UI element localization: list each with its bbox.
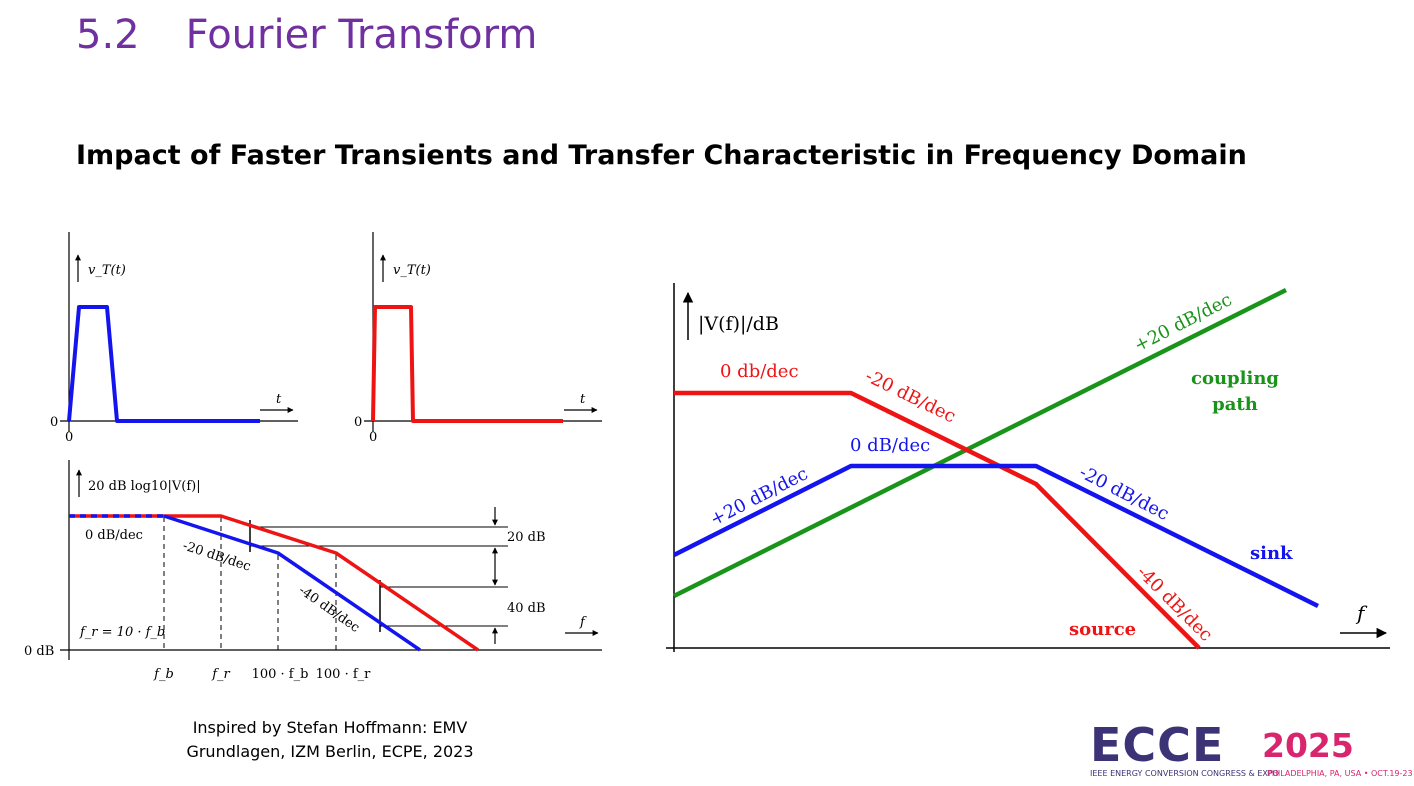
source-slope-flat: 0 db/dec — [720, 361, 799, 382]
bode-delta-40: 40 dB — [507, 601, 546, 616]
sink-slope-flat: 0 dB/dec — [850, 435, 930, 456]
coupling-plot: |V(f)|/dB f 0 db/dec -20 dB/dec -40 dB/d… — [666, 283, 1390, 652]
section-number: 5.2 — [76, 12, 140, 58]
bode-slope-40: -40 dB/dec — [296, 583, 362, 636]
bode-tick-fr: f_r — [211, 667, 230, 682]
bode-blue-curve — [163, 514, 421, 652]
coupling-path-line — [672, 287, 1288, 599]
pulse2-zero-x: 0 — [369, 430, 377, 445]
bode-xlabel: f — [579, 615, 587, 630]
coupling-ylabel: |V(f)|/dB — [698, 313, 779, 335]
slide-subtitle: Impact of Faster Transients and Transfer… — [76, 140, 1247, 171]
bode-red-curve — [69, 514, 479, 652]
bode-tick-100fb: 100 · f_b — [252, 667, 309, 682]
bode-relation: f_r = 10 · f_b — [79, 625, 165, 640]
pulse2-zero-y: 0 — [354, 415, 362, 430]
sink-slope-rise: +20 dB/dec — [707, 463, 812, 530]
source-slope-40: -40 dB/dec — [1132, 562, 1216, 646]
ecce-logo-word: ECCE — [1090, 718, 1225, 772]
bode-tick-100fr: 100 · f_r — [316, 667, 372, 682]
bode-plot: 20 dB log10|V(f)| f 0 dB 20 dB 40 dB 0 d… — [24, 460, 602, 682]
pulse2-xlabel: t — [580, 392, 586, 407]
ecce-logo-year: 2025 — [1262, 726, 1354, 765]
pulse2-ylabel: v_T(t) — [393, 263, 431, 278]
section-title: 5.2 Fourier Transform — [76, 12, 537, 58]
bode-slope-flat: 0 dB/dec — [85, 528, 143, 543]
bode-ylabel: 20 dB log10|V(f)| — [88, 479, 201, 494]
pulse1-xlabel: t — [276, 392, 282, 407]
credit-line-2: Grundlagen, IZM Berlin, ECPE, 2023 — [186, 742, 474, 761]
bode-tick-fb: f_b — [153, 667, 174, 682]
sink-label: sink — [1250, 543, 1293, 564]
pulse1-ylabel: v_T(t) — [88, 263, 126, 278]
pulse-plot-red: v_T(t) t 0 0 — [354, 232, 602, 445]
bode-delta-20: 20 dB — [507, 530, 546, 545]
source-line — [674, 390, 1201, 650]
pulse2-curve — [371, 305, 563, 423]
coupling-path-label-2: path — [1212, 394, 1258, 415]
coupling-path-label-1: coupling — [1191, 368, 1279, 389]
sink-line — [672, 463, 1320, 609]
bode-slope-20: -20 dB/dec — [181, 539, 253, 575]
ecce-logo-place: PHILADELPHIA, PA, USA • OCT.19-23 — [1267, 769, 1413, 778]
source-slope-20: -20 dB/dec — [862, 366, 959, 428]
pulse1-zero-y: 0 — [50, 415, 58, 430]
source-label: source — [1069, 619, 1136, 640]
credit-note: Inspired by Stefan Hoffmann: EMV Grundla… — [150, 716, 510, 764]
bode-zero-db: 0 dB — [24, 644, 54, 659]
section-title-text: Fourier Transform — [185, 12, 538, 58]
credit-line-1: Inspired by Stefan Hoffmann: EMV — [192, 718, 468, 737]
coupling-xlabel: f — [1355, 601, 1368, 625]
pulse-plot-blue: v_T(t) t 0 0 — [50, 232, 298, 445]
pulse1-curve — [67, 305, 260, 423]
pulse1-zero-x: 0 — [65, 430, 73, 445]
ecce-logo-tagline: IEEE ENERGY CONVERSION CONGRESS & EXPO — [1090, 769, 1279, 778]
